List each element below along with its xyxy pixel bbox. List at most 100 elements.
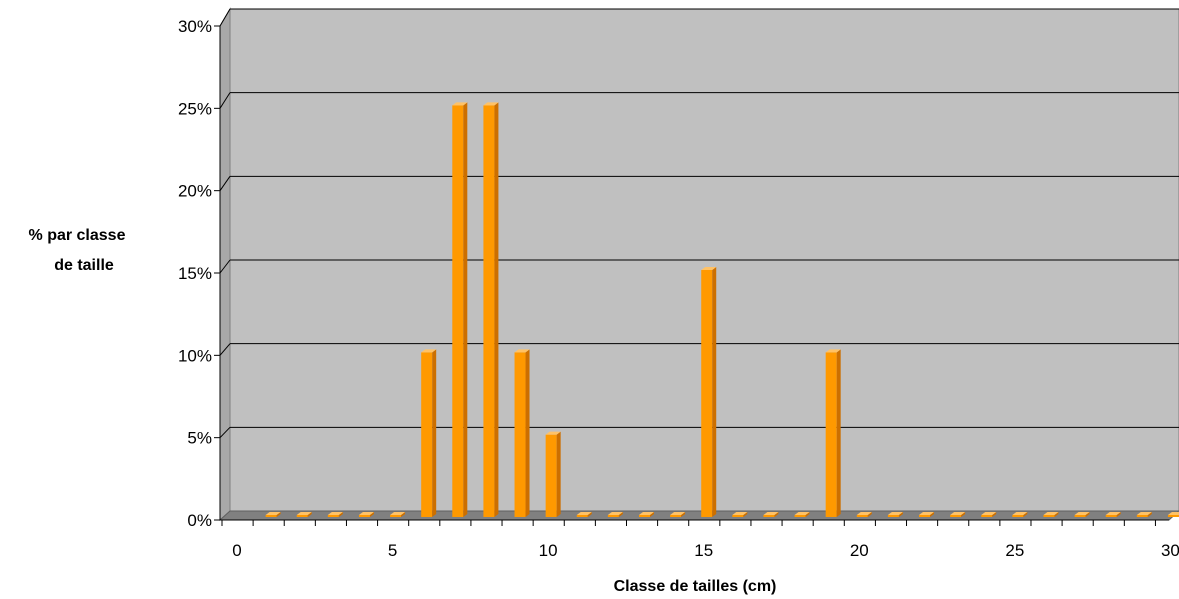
bar-side bbox=[992, 512, 997, 517]
bar-top bbox=[1136, 512, 1152, 515]
bar-side bbox=[774, 512, 779, 517]
bar-top bbox=[670, 512, 686, 515]
bar-side bbox=[369, 512, 374, 517]
bar bbox=[825, 349, 841, 517]
bar bbox=[1136, 512, 1152, 517]
bar-side bbox=[743, 512, 748, 517]
x-tick-label: 10 bbox=[539, 541, 558, 560]
bar-top bbox=[296, 512, 312, 515]
bars bbox=[265, 102, 1179, 517]
bar-top bbox=[732, 512, 748, 515]
bar-front bbox=[1136, 515, 1148, 517]
bar bbox=[670, 512, 686, 517]
bar-front bbox=[296, 515, 308, 517]
bar-front bbox=[794, 515, 806, 517]
bar-side bbox=[463, 102, 468, 517]
bar-front bbox=[1167, 515, 1179, 517]
bar-top bbox=[950, 512, 966, 515]
bar bbox=[981, 512, 997, 517]
bar bbox=[421, 349, 437, 517]
bar-top bbox=[1012, 512, 1028, 515]
bar-side bbox=[307, 512, 312, 517]
y-tick-labels: 0% 5% 10% 15% 20% 25% 30% bbox=[178, 17, 212, 530]
bar-front bbox=[421, 352, 433, 517]
bar bbox=[1043, 512, 1059, 517]
bar-side bbox=[961, 512, 966, 517]
bar-top bbox=[545, 431, 561, 435]
bar-side bbox=[494, 102, 499, 517]
bar bbox=[607, 512, 623, 517]
bar-top bbox=[1167, 512, 1179, 515]
x-tick-label: 0 bbox=[232, 541, 241, 560]
bar-front bbox=[1105, 515, 1117, 517]
bar-side bbox=[556, 431, 561, 517]
bar-top bbox=[1074, 512, 1090, 515]
bar bbox=[545, 431, 561, 517]
x-tick-label: 25 bbox=[1005, 541, 1024, 560]
bar-front bbox=[265, 515, 277, 517]
y-tick-label: 25% bbox=[178, 99, 212, 118]
bar-top bbox=[421, 349, 437, 353]
bar-top bbox=[265, 512, 281, 515]
y-tick-label: 15% bbox=[178, 264, 212, 283]
bar-front bbox=[1012, 515, 1024, 517]
bar-front bbox=[483, 105, 495, 517]
bar-top bbox=[701, 267, 717, 270]
gridline-depth bbox=[219, 426, 231, 439]
bar-side bbox=[401, 512, 406, 517]
y-axis-title-line-2: de taille bbox=[54, 257, 114, 274]
bar-top bbox=[1043, 512, 1059, 515]
bar-front bbox=[950, 515, 962, 517]
bar bbox=[763, 512, 779, 517]
bar-front bbox=[358, 515, 370, 517]
bar-front bbox=[825, 352, 837, 517]
bar-side bbox=[1054, 512, 1059, 517]
gridline-depth bbox=[219, 176, 231, 191]
bar-front bbox=[607, 515, 619, 517]
bar-front bbox=[390, 515, 402, 517]
bar-front bbox=[638, 515, 650, 517]
bar-top bbox=[1105, 512, 1121, 515]
bar bbox=[358, 512, 374, 517]
bar-side bbox=[432, 349, 437, 517]
bar-side bbox=[712, 267, 717, 517]
gridline-depth bbox=[219, 259, 231, 274]
bar bbox=[296, 512, 312, 517]
bar-side bbox=[681, 512, 686, 517]
y-axis-title-line-1: % par classe bbox=[29, 227, 126, 244]
bar-front bbox=[732, 515, 744, 517]
bar bbox=[483, 102, 499, 517]
bar-top bbox=[358, 512, 374, 515]
x-tick-label: 20 bbox=[850, 541, 869, 560]
bar bbox=[1105, 512, 1121, 517]
bar-front bbox=[701, 270, 713, 517]
x-tick-labels: 0 5 10 15 20 25 30 bbox=[232, 541, 1179, 560]
bar-top bbox=[514, 349, 530, 353]
bar bbox=[576, 512, 592, 517]
bar bbox=[919, 512, 935, 517]
bar-front bbox=[514, 352, 526, 517]
bar bbox=[638, 512, 654, 517]
bar-side bbox=[587, 512, 592, 517]
bar-side bbox=[1085, 512, 1090, 517]
bar-side bbox=[276, 512, 281, 517]
plot-area bbox=[218, 7, 1179, 522]
bar-side bbox=[338, 512, 343, 517]
bar-top bbox=[607, 512, 623, 515]
bar bbox=[856, 512, 872, 517]
bar bbox=[327, 512, 343, 517]
bar bbox=[732, 512, 748, 517]
x-axis-title: Classe de tailles (cm) bbox=[614, 578, 777, 595]
bar-top bbox=[981, 512, 997, 515]
gridline-depth bbox=[219, 92, 231, 109]
bar bbox=[452, 102, 468, 517]
y-tick-label: 0% bbox=[187, 511, 212, 530]
bar-side bbox=[836, 349, 841, 517]
bar-top bbox=[763, 512, 779, 515]
bar bbox=[265, 512, 281, 517]
bar-top bbox=[576, 512, 592, 515]
bar-front bbox=[545, 434, 557, 517]
bar-front bbox=[327, 515, 339, 517]
gridline-depth bbox=[219, 343, 231, 356]
